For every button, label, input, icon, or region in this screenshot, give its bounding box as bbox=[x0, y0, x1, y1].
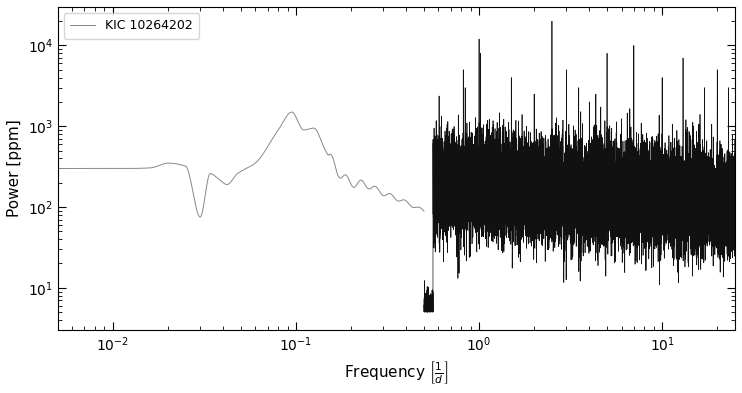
Y-axis label: Power [ppm]: Power [ppm] bbox=[7, 119, 22, 217]
KIC 10264202 bbox=[287, 110, 296, 114]
Legend: KIC 10264202: KIC 10264202 bbox=[64, 13, 199, 39]
KIC 10264202 bbox=[373, 186, 382, 191]
Line: KIC 10264202: KIC 10264202 bbox=[58, 112, 424, 217]
KIC 10264202 bbox=[95, 166, 104, 171]
KIC 10264202 bbox=[413, 205, 421, 209]
KIC 10264202 bbox=[53, 166, 62, 171]
KIC 10264202 bbox=[116, 166, 125, 171]
KIC 10264202 bbox=[419, 209, 428, 213]
X-axis label: Frequency $\left[\frac{1}{d}\right]$: Frequency $\left[\frac{1}{d}\right]$ bbox=[344, 359, 449, 386]
KIC 10264202 bbox=[196, 215, 205, 219]
KIC 10264202 bbox=[194, 212, 203, 217]
KIC 10264202 bbox=[210, 173, 219, 178]
